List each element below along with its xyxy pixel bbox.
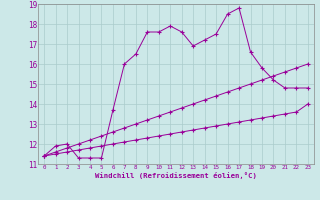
X-axis label: Windchill (Refroidissement éolien,°C): Windchill (Refroidissement éolien,°C) — [95, 172, 257, 179]
